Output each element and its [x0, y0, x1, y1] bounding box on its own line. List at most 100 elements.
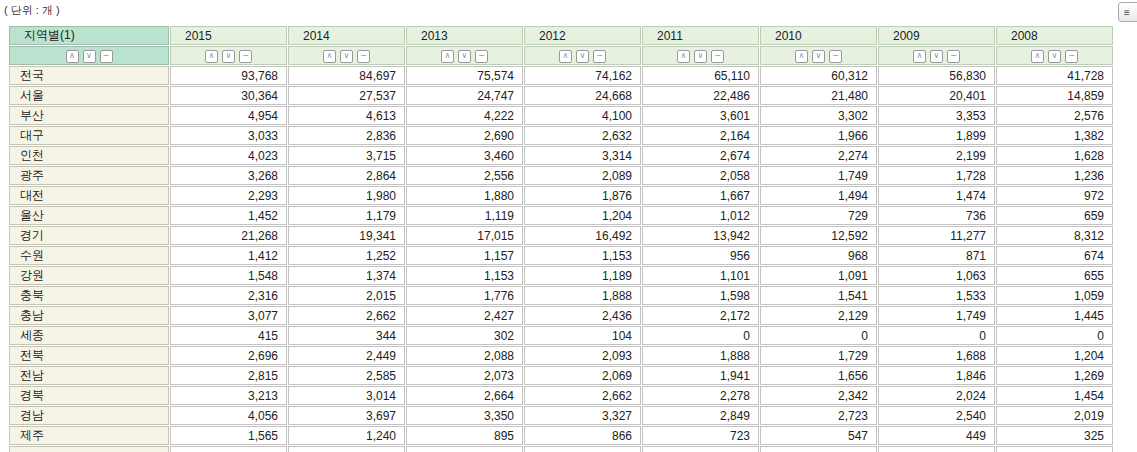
- table-row: 광주3,2682,8642,5562,0892,0581,7491,7281,2…: [9, 166, 1113, 185]
- region-label-cell: [9, 446, 169, 452]
- table-row: 경북3,2133,0142,6642,6622,2782,3422,0241,4…: [9, 386, 1113, 405]
- unit-label: ( 단위 : 개 ): [4, 3, 60, 18]
- sort-ascending-icon[interactable]: ∧: [559, 50, 572, 63]
- sort-descending-icon[interactable]: ∨: [930, 50, 943, 63]
- value-cell: 655: [996, 266, 1113, 285]
- value-cell: 2,540: [878, 406, 995, 425]
- value-cell: 1,445: [996, 306, 1113, 325]
- value-cell: 1,749: [760, 166, 877, 185]
- sort-cell: ∧ ∨−: [878, 46, 995, 65]
- value-cell: 2,585: [288, 366, 405, 385]
- sort-clear-icon[interactable]: −: [593, 50, 606, 63]
- region-label-cell: 대전: [9, 186, 169, 205]
- value-cell: 2,674: [642, 146, 759, 165]
- sort-clear-icon[interactable]: −: [357, 50, 370, 63]
- value-cell: 21,268: [170, 226, 287, 245]
- value-cell: 2,427: [406, 306, 523, 325]
- sort-cell: ∧ ∨−: [760, 46, 877, 65]
- sort-cell: ∧ ∨−: [996, 46, 1113, 65]
- column-header-year-2009: 2009: [878, 26, 995, 45]
- sort-clear-icon[interactable]: −: [947, 50, 960, 63]
- sort-ascending-icon[interactable]: ∧: [1031, 50, 1044, 63]
- value-cell: 11,277: [878, 226, 995, 245]
- value-cell: 729: [760, 206, 877, 225]
- value-cell: 1,729: [760, 346, 877, 365]
- value-cell: 2,172: [642, 306, 759, 325]
- sort-descending-icon[interactable]: ∨: [458, 50, 471, 63]
- sort-ascending-icon[interactable]: ∧: [913, 50, 926, 63]
- sort-clear-icon[interactable]: −: [1065, 50, 1078, 63]
- value-cell: 1,374: [288, 266, 405, 285]
- table-row: 대전2,2931,9801,8801,8761,6671,4941,474972: [9, 186, 1113, 205]
- value-cell: 1,888: [524, 286, 641, 305]
- value-cell: [760, 446, 877, 452]
- sort-descending-icon[interactable]: ∨: [694, 50, 707, 63]
- value-cell: 1,688: [878, 346, 995, 365]
- sort-cell: ∧ ∨−: [524, 46, 641, 65]
- sort-descending-icon[interactable]: ∨: [1048, 50, 1061, 63]
- value-cell: 2,199: [878, 146, 995, 165]
- region-label-cell: 서울: [9, 86, 169, 105]
- table-row: 경기21,26819,34117,01516,49213,94212,59211…: [9, 226, 1113, 245]
- sort-ascending-icon[interactable]: ∧: [795, 50, 808, 63]
- value-cell: 1,548: [170, 266, 287, 285]
- sort-ascending-icon[interactable]: ∧: [441, 50, 454, 63]
- sort-ascending-icon[interactable]: ∧: [677, 50, 690, 63]
- region-label-cell: 경기: [9, 226, 169, 245]
- sort-descending-icon[interactable]: ∨: [222, 50, 235, 63]
- value-cell: 2,556: [406, 166, 523, 185]
- value-cell: 12,592: [760, 226, 877, 245]
- column-header-region: 지역별(1): [9, 26, 169, 45]
- sort-ascending-icon[interactable]: ∧: [205, 50, 218, 63]
- sort-descending-icon[interactable]: ∨: [83, 50, 96, 63]
- value-cell: 1,012: [642, 206, 759, 225]
- value-cell: 17,015: [406, 226, 523, 245]
- sort-descending-icon[interactable]: ∨: [812, 50, 825, 63]
- value-cell: 2,293: [170, 186, 287, 205]
- value-cell: [996, 446, 1113, 452]
- sort-ascending-icon[interactable]: ∧: [323, 50, 336, 63]
- value-cell: 2,089: [524, 166, 641, 185]
- value-cell: 0: [760, 326, 877, 345]
- value-cell: 1,189: [524, 266, 641, 285]
- value-cell: 2,815: [170, 366, 287, 385]
- value-cell: 1,153: [524, 246, 641, 265]
- sort-ascending-icon[interactable]: ∧: [66, 50, 79, 63]
- value-cell: 0: [996, 326, 1113, 345]
- sort-clear-icon[interactable]: −: [100, 50, 113, 63]
- value-cell: 1,966: [760, 126, 877, 145]
- value-cell: 1,101: [642, 266, 759, 285]
- sort-descending-icon[interactable]: ∨: [340, 50, 353, 63]
- value-cell: 2,864: [288, 166, 405, 185]
- value-cell: 2,069: [524, 366, 641, 385]
- value-cell: 1,382: [996, 126, 1113, 145]
- value-cell: 3,460: [406, 146, 523, 165]
- sort-descending-icon[interactable]: ∨: [576, 50, 589, 63]
- value-cell: 75,574: [406, 66, 523, 85]
- region-label-cell: 울산: [9, 206, 169, 225]
- value-cell: 3,601: [642, 106, 759, 125]
- value-cell: 3,077: [170, 306, 287, 325]
- value-cell: 866: [524, 426, 641, 445]
- sort-clear-icon[interactable]: −: [239, 50, 252, 63]
- sort-clear-icon[interactable]: −: [475, 50, 488, 63]
- value-cell: 1,941: [642, 366, 759, 385]
- value-cell: 0: [642, 326, 759, 345]
- value-cell: 4,100: [524, 106, 641, 125]
- value-cell: 1,059: [996, 286, 1113, 305]
- sort-clear-icon[interactable]: −: [829, 50, 842, 63]
- corner-settings-button[interactable]: ≡: [1118, 2, 1137, 22]
- value-cell: [288, 446, 405, 452]
- value-cell: 723: [642, 426, 759, 445]
- value-cell: 1,252: [288, 246, 405, 265]
- value-cell: 24,747: [406, 86, 523, 105]
- value-cell: 2,836: [288, 126, 405, 145]
- region-label-cell: 충북: [9, 286, 169, 305]
- value-cell: [170, 446, 287, 452]
- region-label-cell: 수원: [9, 246, 169, 265]
- table-row: 전남2,8152,5852,0732,0691,9411,6561,8461,2…: [9, 366, 1113, 385]
- statistics-table: 지역별(1)20152014201320122011201020092008∧∨…: [8, 25, 1114, 452]
- sort-clear-icon[interactable]: −: [711, 50, 724, 63]
- value-cell: 0: [878, 326, 995, 345]
- table-row: 세종4153443021040000: [9, 326, 1113, 345]
